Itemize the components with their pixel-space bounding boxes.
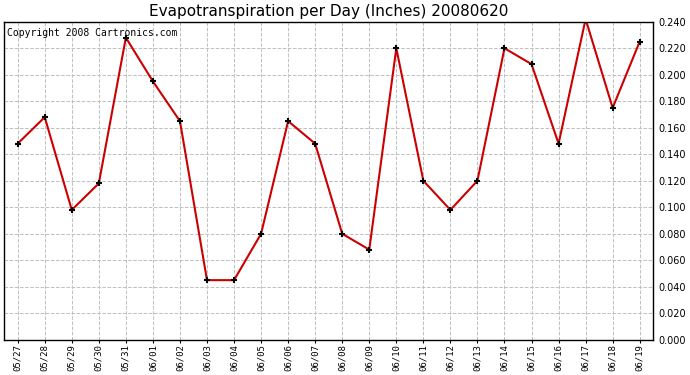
Title: Evapotranspiration per Day (Inches) 20080620: Evapotranspiration per Day (Inches) 2008… [149,4,509,19]
Text: Copyright 2008 Cartronics.com: Copyright 2008 Cartronics.com [8,28,178,38]
